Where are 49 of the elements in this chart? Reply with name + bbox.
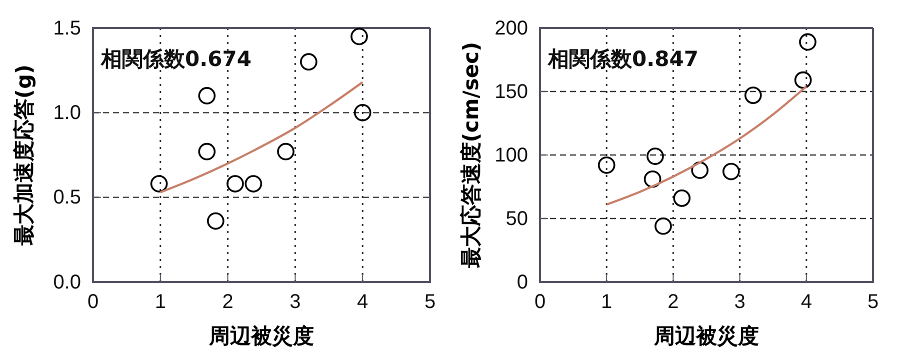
point xyxy=(354,104,372,122)
annotation: 相関係数0.674 xyxy=(100,47,252,71)
y-tick-label: 0 xyxy=(516,271,528,294)
point xyxy=(198,87,216,104)
x-tick-label: 4 xyxy=(800,291,812,314)
x-tick-label: 2 xyxy=(668,291,679,314)
y-axis-title: 最大加速度応答(g) xyxy=(12,64,36,247)
x-tick-label: 3 xyxy=(290,291,301,314)
y-tick-label: 1.5 xyxy=(53,17,81,40)
point xyxy=(644,170,662,188)
line-series xyxy=(606,85,808,206)
point xyxy=(794,71,812,89)
point xyxy=(226,175,244,192)
point xyxy=(691,162,709,179)
x-tick-label: 1 xyxy=(154,291,166,314)
point xyxy=(799,33,816,51)
point xyxy=(654,217,672,235)
x-tick-label: 1 xyxy=(601,291,612,314)
x-tick-label: 4 xyxy=(357,291,368,314)
x-tick-label: 2 xyxy=(222,291,234,314)
x-tick-label: 0 xyxy=(87,291,99,314)
y-tick-label: 150 xyxy=(494,80,528,103)
y-axis-title: 最大応答速度(cm/sec) xyxy=(459,42,483,270)
point xyxy=(350,28,368,46)
x-tick-label: 5 xyxy=(424,291,436,314)
y-tick-label: 50 xyxy=(506,208,528,230)
x-axis-title: 周辺被災度 xyxy=(208,324,314,348)
x-tick-label: 5 xyxy=(867,291,879,314)
y-tick-label: 200 xyxy=(494,17,528,40)
x-tick-label: 0 xyxy=(534,291,546,314)
y-tick-label: 100 xyxy=(494,144,528,166)
point xyxy=(300,53,318,71)
point xyxy=(598,156,616,174)
point xyxy=(198,142,216,160)
x-axis-title: 周辺被災度 xyxy=(653,324,759,348)
point xyxy=(206,212,224,230)
annotation: 相関係数0.847 xyxy=(547,47,698,71)
point xyxy=(244,175,262,192)
point xyxy=(150,175,168,192)
point xyxy=(673,190,691,207)
x-tick-label: 3 xyxy=(734,291,746,314)
point xyxy=(722,162,740,180)
point xyxy=(744,86,762,104)
y-tick-label: 1.0 xyxy=(53,102,81,124)
y-tick-label: 0.5 xyxy=(53,186,81,209)
point xyxy=(646,148,664,165)
line-series xyxy=(159,81,364,194)
y-tick-label: 0.0 xyxy=(53,271,81,294)
point xyxy=(277,142,294,160)
